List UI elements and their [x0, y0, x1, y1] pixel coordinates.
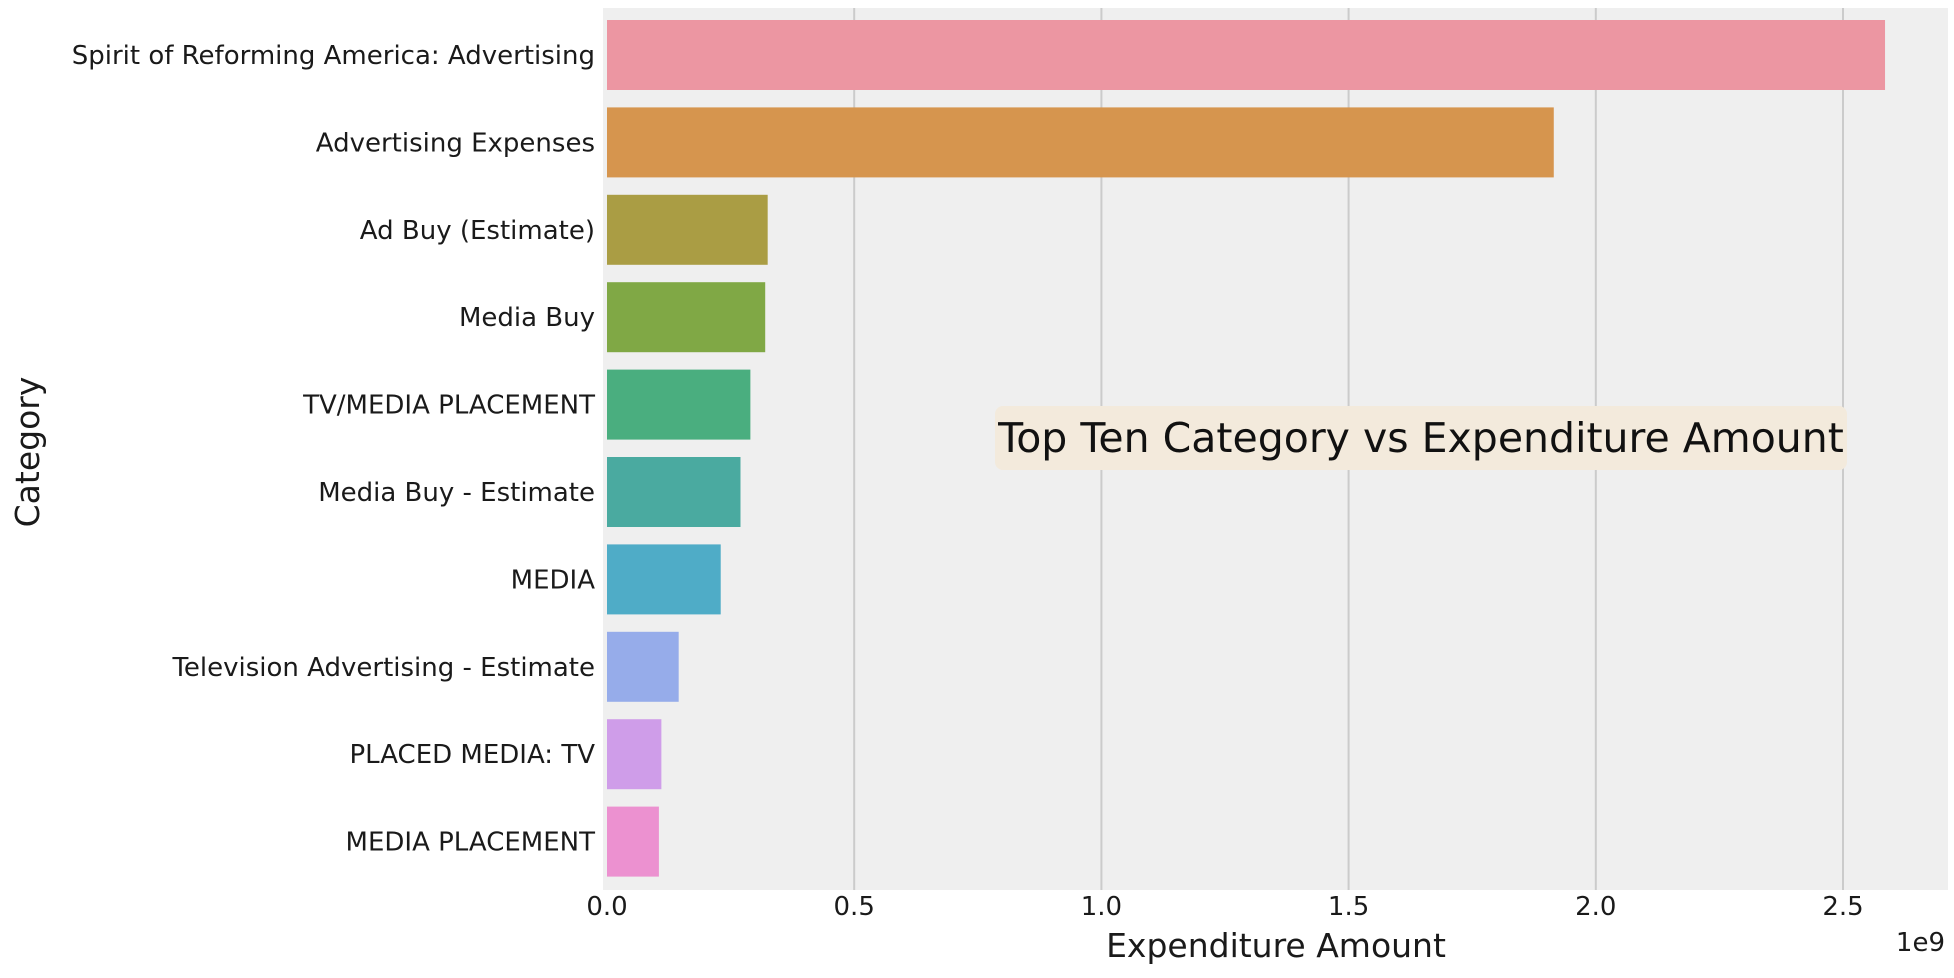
x-tick-label: 0.5	[834, 892, 875, 922]
x-tick-labels: 0.0 0.5 1.0 1.5 2.0 2.5	[586, 892, 1863, 922]
category-label: MEDIA PLACEMENT	[346, 828, 596, 858]
category-label: Spirit of Reforming America: Advertising	[72, 41, 595, 71]
category-label: Media Buy	[459, 303, 595, 333]
x-axis-title: Expenditure Amount	[1106, 926, 1446, 965]
axis-exponent-label: 1e9	[1896, 928, 1945, 958]
bar	[607, 369, 751, 440]
bar	[607, 544, 721, 615]
bar	[607, 457, 741, 527]
category-label: PLACED MEDIA: TV	[349, 740, 595, 770]
chart-annotation: Top Ten Category vs Expenditure Amount	[995, 406, 1847, 470]
category-label: Advertising Expenses	[316, 128, 595, 158]
category-label: Television Advertising - Estimate	[171, 653, 595, 683]
annotation-box	[995, 406, 1847, 470]
x-tick-label: 1.5	[1328, 892, 1369, 922]
bar	[607, 806, 659, 877]
x-tick-label: 0.0	[586, 892, 627, 922]
annotation-text: Top Ten Category vs Expenditure Amount	[997, 414, 1844, 462]
bar	[607, 719, 662, 790]
bar	[607, 20, 1886, 90]
y-axis-title: Category	[8, 377, 47, 528]
bar	[607, 282, 766, 353]
x-tick-label: 2.0	[1575, 892, 1616, 922]
bars	[607, 20, 1886, 877]
category-label: Ad Buy (Estimate)	[360, 216, 595, 246]
bar	[607, 107, 1554, 178]
category-label: Media Buy - Estimate	[318, 478, 595, 508]
category-label: MEDIA	[511, 565, 596, 595]
x-tick-label: 2.5	[1822, 892, 1863, 922]
category-label: TV/MEDIA PLACEMENT	[302, 391, 595, 421]
x-tick-label: 1.0	[1081, 892, 1122, 922]
bar	[607, 631, 679, 702]
category-labels: Spirit of Reforming America: Advertising…	[72, 41, 595, 858]
bar	[607, 194, 768, 265]
